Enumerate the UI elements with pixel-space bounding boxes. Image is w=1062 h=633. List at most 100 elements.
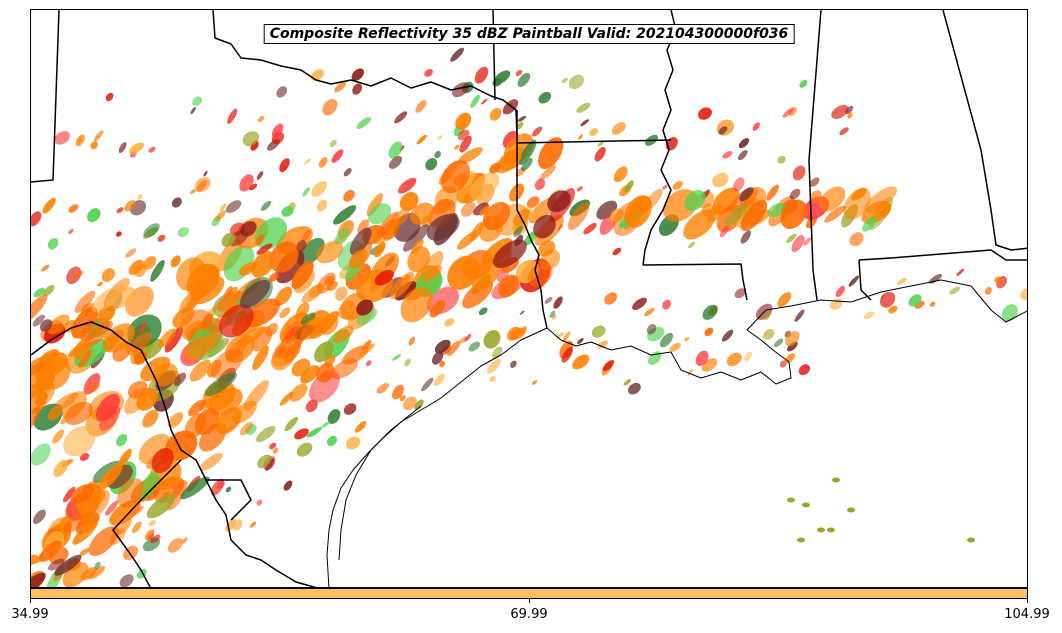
reflectivity-blob	[42, 197, 56, 214]
reflectivity-blob	[269, 241, 299, 273]
reflectivity-blob	[785, 330, 800, 347]
reflectivity-blob	[492, 239, 527, 269]
reflectivity-blob	[289, 383, 308, 402]
reflectivity-blob	[257, 454, 272, 469]
reflectivity-blob	[276, 86, 288, 98]
reflectivity-blob	[399, 395, 406, 402]
reflectivity-blob	[594, 146, 606, 162]
reflectivity-blob	[87, 208, 101, 223]
reflectivity-blob	[577, 337, 584, 345]
reflectivity-blob	[249, 183, 258, 191]
reflectivity-blob	[526, 196, 540, 209]
reflectivity-blob	[367, 203, 392, 225]
reflectivity-blob	[460, 202, 476, 217]
reflectivity-blob	[470, 94, 480, 109]
reflectivity-blob	[572, 354, 590, 370]
reflectivity-blob	[984, 286, 992, 295]
reflectivity-blob	[309, 284, 323, 298]
reflectivity-blob	[294, 428, 309, 440]
reflectivity-blob	[203, 170, 208, 177]
reflectivity-blob	[31, 572, 46, 587]
reflectivity-blob	[301, 230, 312, 241]
reflectivity-blob	[190, 106, 196, 115]
reflectivity-blob	[707, 204, 724, 223]
reflectivity-blob	[437, 135, 443, 140]
reflectivity-blob	[105, 500, 119, 516]
reflectivity-blob	[468, 341, 481, 352]
reflectivity-blob	[349, 227, 372, 256]
reflectivity-blob	[171, 197, 182, 208]
reflectivity-blob	[329, 139, 337, 148]
reflectivity-blob	[864, 186, 898, 213]
reflectivity-blob	[402, 396, 417, 411]
reflectivity-blob	[215, 210, 227, 221]
reflectivity-blob	[644, 307, 655, 317]
border-al-fl-panhandle	[858, 259, 872, 301]
reflectivity-blob	[732, 177, 745, 192]
reflectivity-blob	[777, 155, 786, 164]
reflectivity-blob	[256, 243, 273, 255]
reflectivity-blob	[88, 526, 119, 557]
reflectivity-blob	[173, 372, 187, 386]
reflectivity-blob	[517, 115, 527, 122]
reflectivity-blob	[434, 150, 441, 159]
reflectivity-blob	[356, 117, 372, 129]
reflectivity-blob	[356, 308, 378, 326]
reflectivity-blob	[348, 249, 368, 269]
reflectivity-blob	[204, 265, 220, 282]
reflectivity-blob	[510, 360, 517, 368]
reflectivity-blob	[217, 481, 225, 489]
reflectivity-blob	[31, 362, 45, 377]
reflectivity-blob	[444, 318, 455, 327]
reflectivity-blob	[32, 314, 46, 327]
reflectivity-blob	[101, 267, 116, 283]
reflectivity-blob	[498, 274, 519, 298]
reflectivity-blob	[719, 225, 730, 238]
reflectivity-blob	[300, 365, 320, 384]
reflectivity-blob	[740, 230, 751, 244]
reflectivity-blob	[764, 310, 772, 321]
reflectivity-blob	[239, 279, 271, 309]
reflectivity-blob	[426, 213, 460, 241]
reflectivity-blob	[1020, 287, 1027, 301]
reflectivity-blob	[519, 310, 525, 315]
reflectivity-blob	[196, 179, 208, 192]
reflectivity-blob	[295, 302, 310, 320]
reflectivity-blob	[199, 453, 223, 471]
reflectivity-blob	[117, 478, 144, 508]
border-fl-ga	[990, 249, 1027, 261]
reflectivity-blob	[896, 277, 907, 286]
reflectivity-blob	[167, 538, 183, 553]
reflectivity-blob	[73, 270, 84, 279]
reflectivity-blob	[766, 184, 779, 201]
reflectivity-blob	[272, 447, 279, 454]
reflectivity-blob	[272, 123, 284, 138]
reflectivity-blob	[684, 337, 690, 342]
reflectivity-blob	[786, 233, 797, 243]
reflectivity-blob	[517, 121, 524, 130]
reflectivity-blob	[138, 321, 147, 333]
reflectivity-blob	[580, 119, 589, 127]
border-ms-al	[808, 10, 822, 301]
reflectivity-blob	[149, 534, 161, 544]
reflectivity-blob	[31, 356, 56, 390]
reflectivity-blob	[583, 222, 597, 235]
reflectivity-blob	[140, 356, 171, 382]
reflectivity-blob	[604, 292, 618, 305]
border-mississippi-river	[642, 10, 677, 266]
reflectivity-blob	[740, 199, 768, 232]
reflectivity-blob	[408, 336, 416, 346]
reflectivity-blob	[552, 314, 557, 320]
reflectivity-blob	[414, 399, 424, 410]
reflectivity-blob	[78, 349, 92, 368]
reflectivity-blob	[158, 328, 176, 348]
reflectivity-blob	[704, 327, 714, 337]
map-canvas	[31, 10, 1027, 587]
reflectivity-blob	[647, 351, 662, 366]
reflectivity-blob	[779, 360, 787, 368]
reflectivity-blob	[799, 79, 808, 88]
reflectivity-blob	[782, 108, 794, 118]
reflectivity-blob	[194, 407, 220, 436]
reflectivity-blob	[597, 340, 609, 349]
coastline-gulf	[546, 279, 1027, 385]
